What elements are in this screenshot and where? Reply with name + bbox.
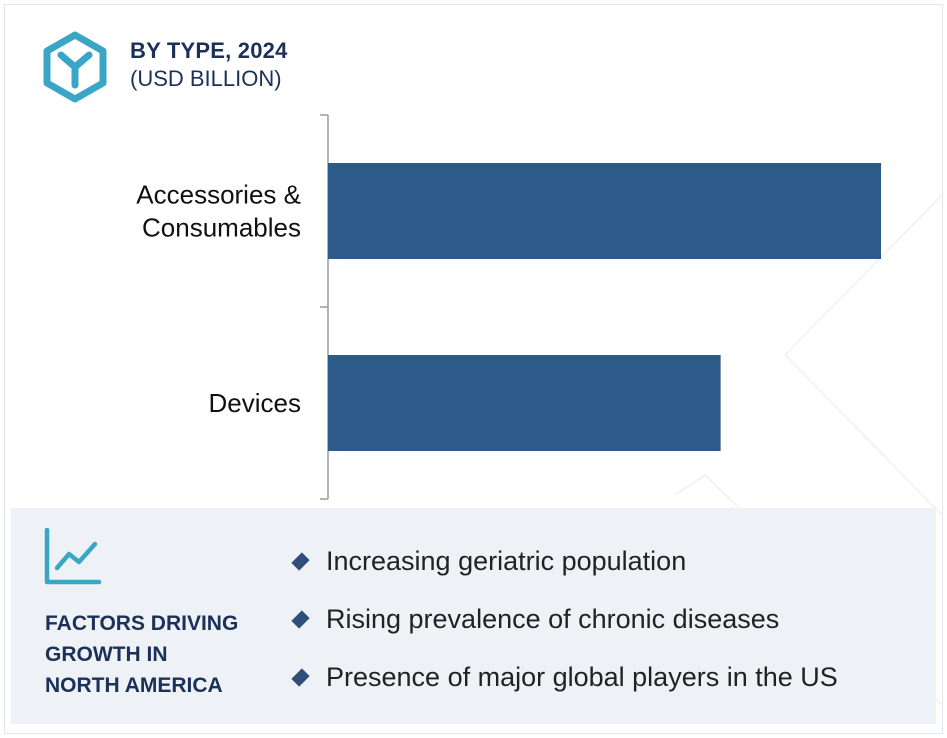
trend-chart-icon xyxy=(44,528,102,585)
diamond-bullet-icon xyxy=(291,609,310,629)
factor-item: Increasing geriatric population xyxy=(291,532,838,590)
chart-title: BY TYPE, 2024 xyxy=(130,38,288,63)
factors-heading-line-2: GROWTH IN xyxy=(45,643,168,666)
category-label-line: Accessories & xyxy=(136,180,301,210)
bar-chart: Accessories & Consumables Devices xyxy=(136,114,881,500)
factor-item: Rising prevalence of chronic diseases xyxy=(291,590,838,648)
diamond-bullet-icon xyxy=(291,667,310,687)
bar-2 xyxy=(328,355,721,451)
factors-heading-line-1: FACTORS DRIVING xyxy=(45,612,239,635)
diamond-bullet-icon xyxy=(291,551,310,571)
category-label-1: Accessories & Consumables xyxy=(136,180,301,243)
factor-list: Increasing geriatric population Rising p… xyxy=(291,546,838,706)
factor-text: Presence of major global players in the … xyxy=(326,661,838,692)
cube-y-logo-icon xyxy=(43,31,107,103)
factor-item: Presence of major global players in the … xyxy=(291,648,838,706)
chart-subtitle: (USD BILLION) xyxy=(130,66,282,91)
chart-card: BY TYPE, 2024 (USD BILLION) Accessories … xyxy=(4,4,943,734)
category-label-line: Consumables xyxy=(142,213,301,243)
factors-heading-line-3: NORTH AMERICA xyxy=(45,674,223,697)
category-label-2: Devices xyxy=(209,388,301,418)
factors-heading: FACTORS DRIVING GROWTH IN NORTH AMERICA xyxy=(45,608,265,701)
bar-1 xyxy=(328,163,881,259)
category-label-line: Devices xyxy=(209,388,301,418)
factor-text: Increasing geriatric population xyxy=(326,545,687,576)
factor-text: Rising prevalence of chronic diseases xyxy=(326,603,780,634)
factors-panel: FACTORS DRIVING GROWTH IN NORTH AMERICA … xyxy=(11,508,936,724)
